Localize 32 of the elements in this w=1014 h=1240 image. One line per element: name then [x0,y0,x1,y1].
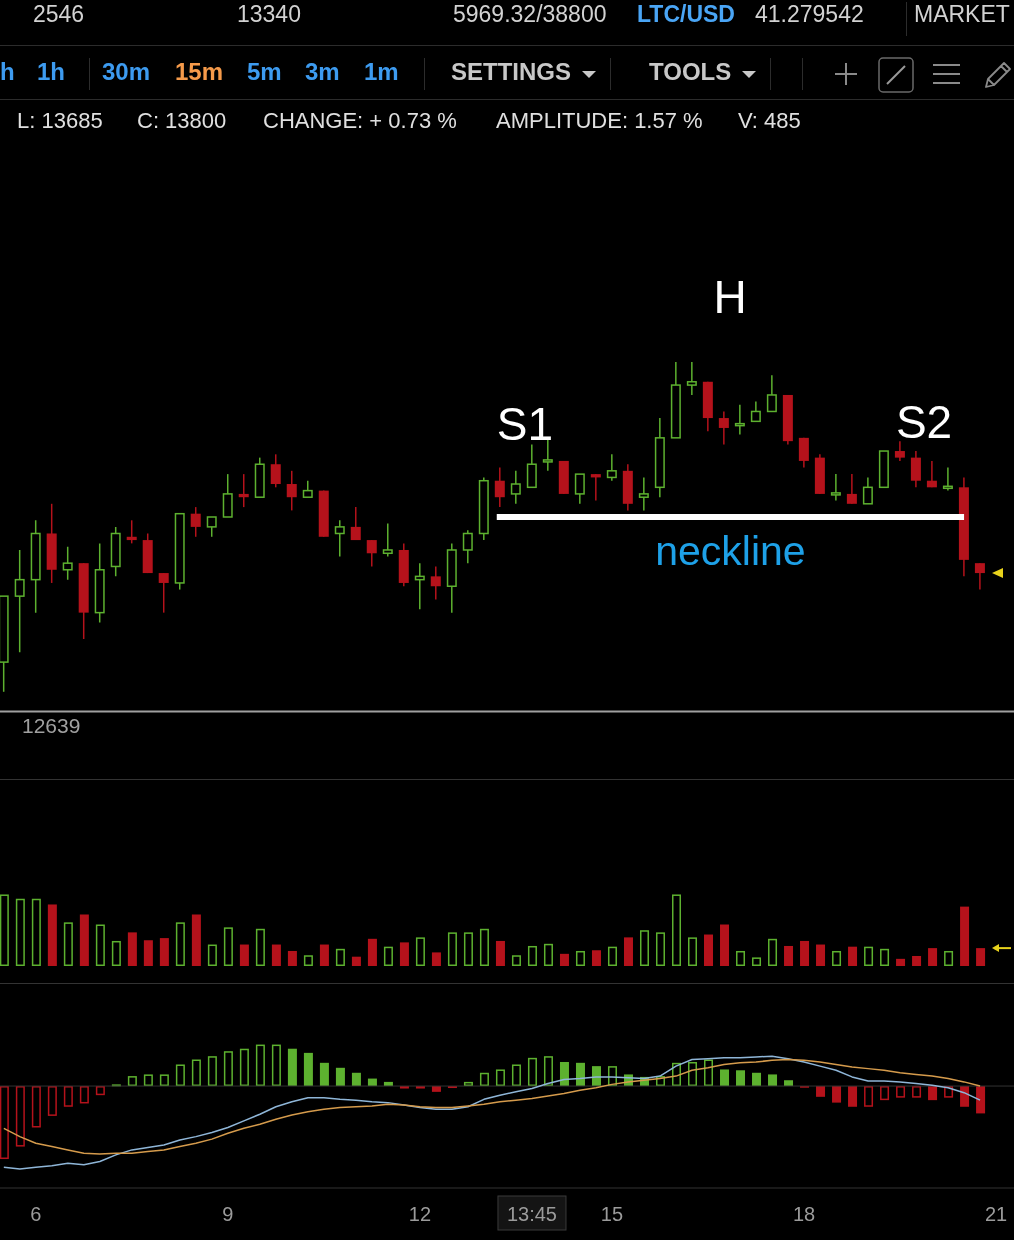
x-tick-label: 13:45 [506,1203,557,1225]
text: 15m [175,58,224,85]
text: CHANGE: + 0.73 % [263,108,457,133]
text: 1m [364,58,399,85]
annotation: S2 [895,396,953,449]
text: LTC/USD [637,1,735,27]
x-tick-label: 12 [408,1203,432,1225]
series-label: neckline [655,528,806,574]
text: 12639 [22,713,81,737]
annotation: H [713,270,747,323]
annotation: S1 [496,398,554,451]
text: 2546 [33,1,85,27]
text: TOOLS [649,58,732,85]
text: h [0,58,15,85]
text: SETTINGS [451,58,572,85]
text: MARKET [914,1,1010,27]
text: C: 13800 [137,108,227,133]
text: 41.279542 [755,1,864,27]
text: L: 13685 [17,108,103,133]
text: V: 485 [738,108,801,133]
text: 13340 [237,1,301,27]
x-tick-label: 18 [792,1203,816,1225]
text: 30m [102,58,151,85]
text: 5m [247,58,282,85]
text: 1h [37,58,66,85]
x-tick-label: 9 [222,1203,234,1225]
text: 5969.32/38800 [453,1,607,27]
x-tick-label: 21 [984,1203,1008,1225]
x-tick-label: 6 [30,1203,42,1225]
x-tick-label: 15 [600,1203,624,1225]
text: 3m [305,58,340,85]
text: AMPLITUDE: 1.57 % [496,108,703,133]
